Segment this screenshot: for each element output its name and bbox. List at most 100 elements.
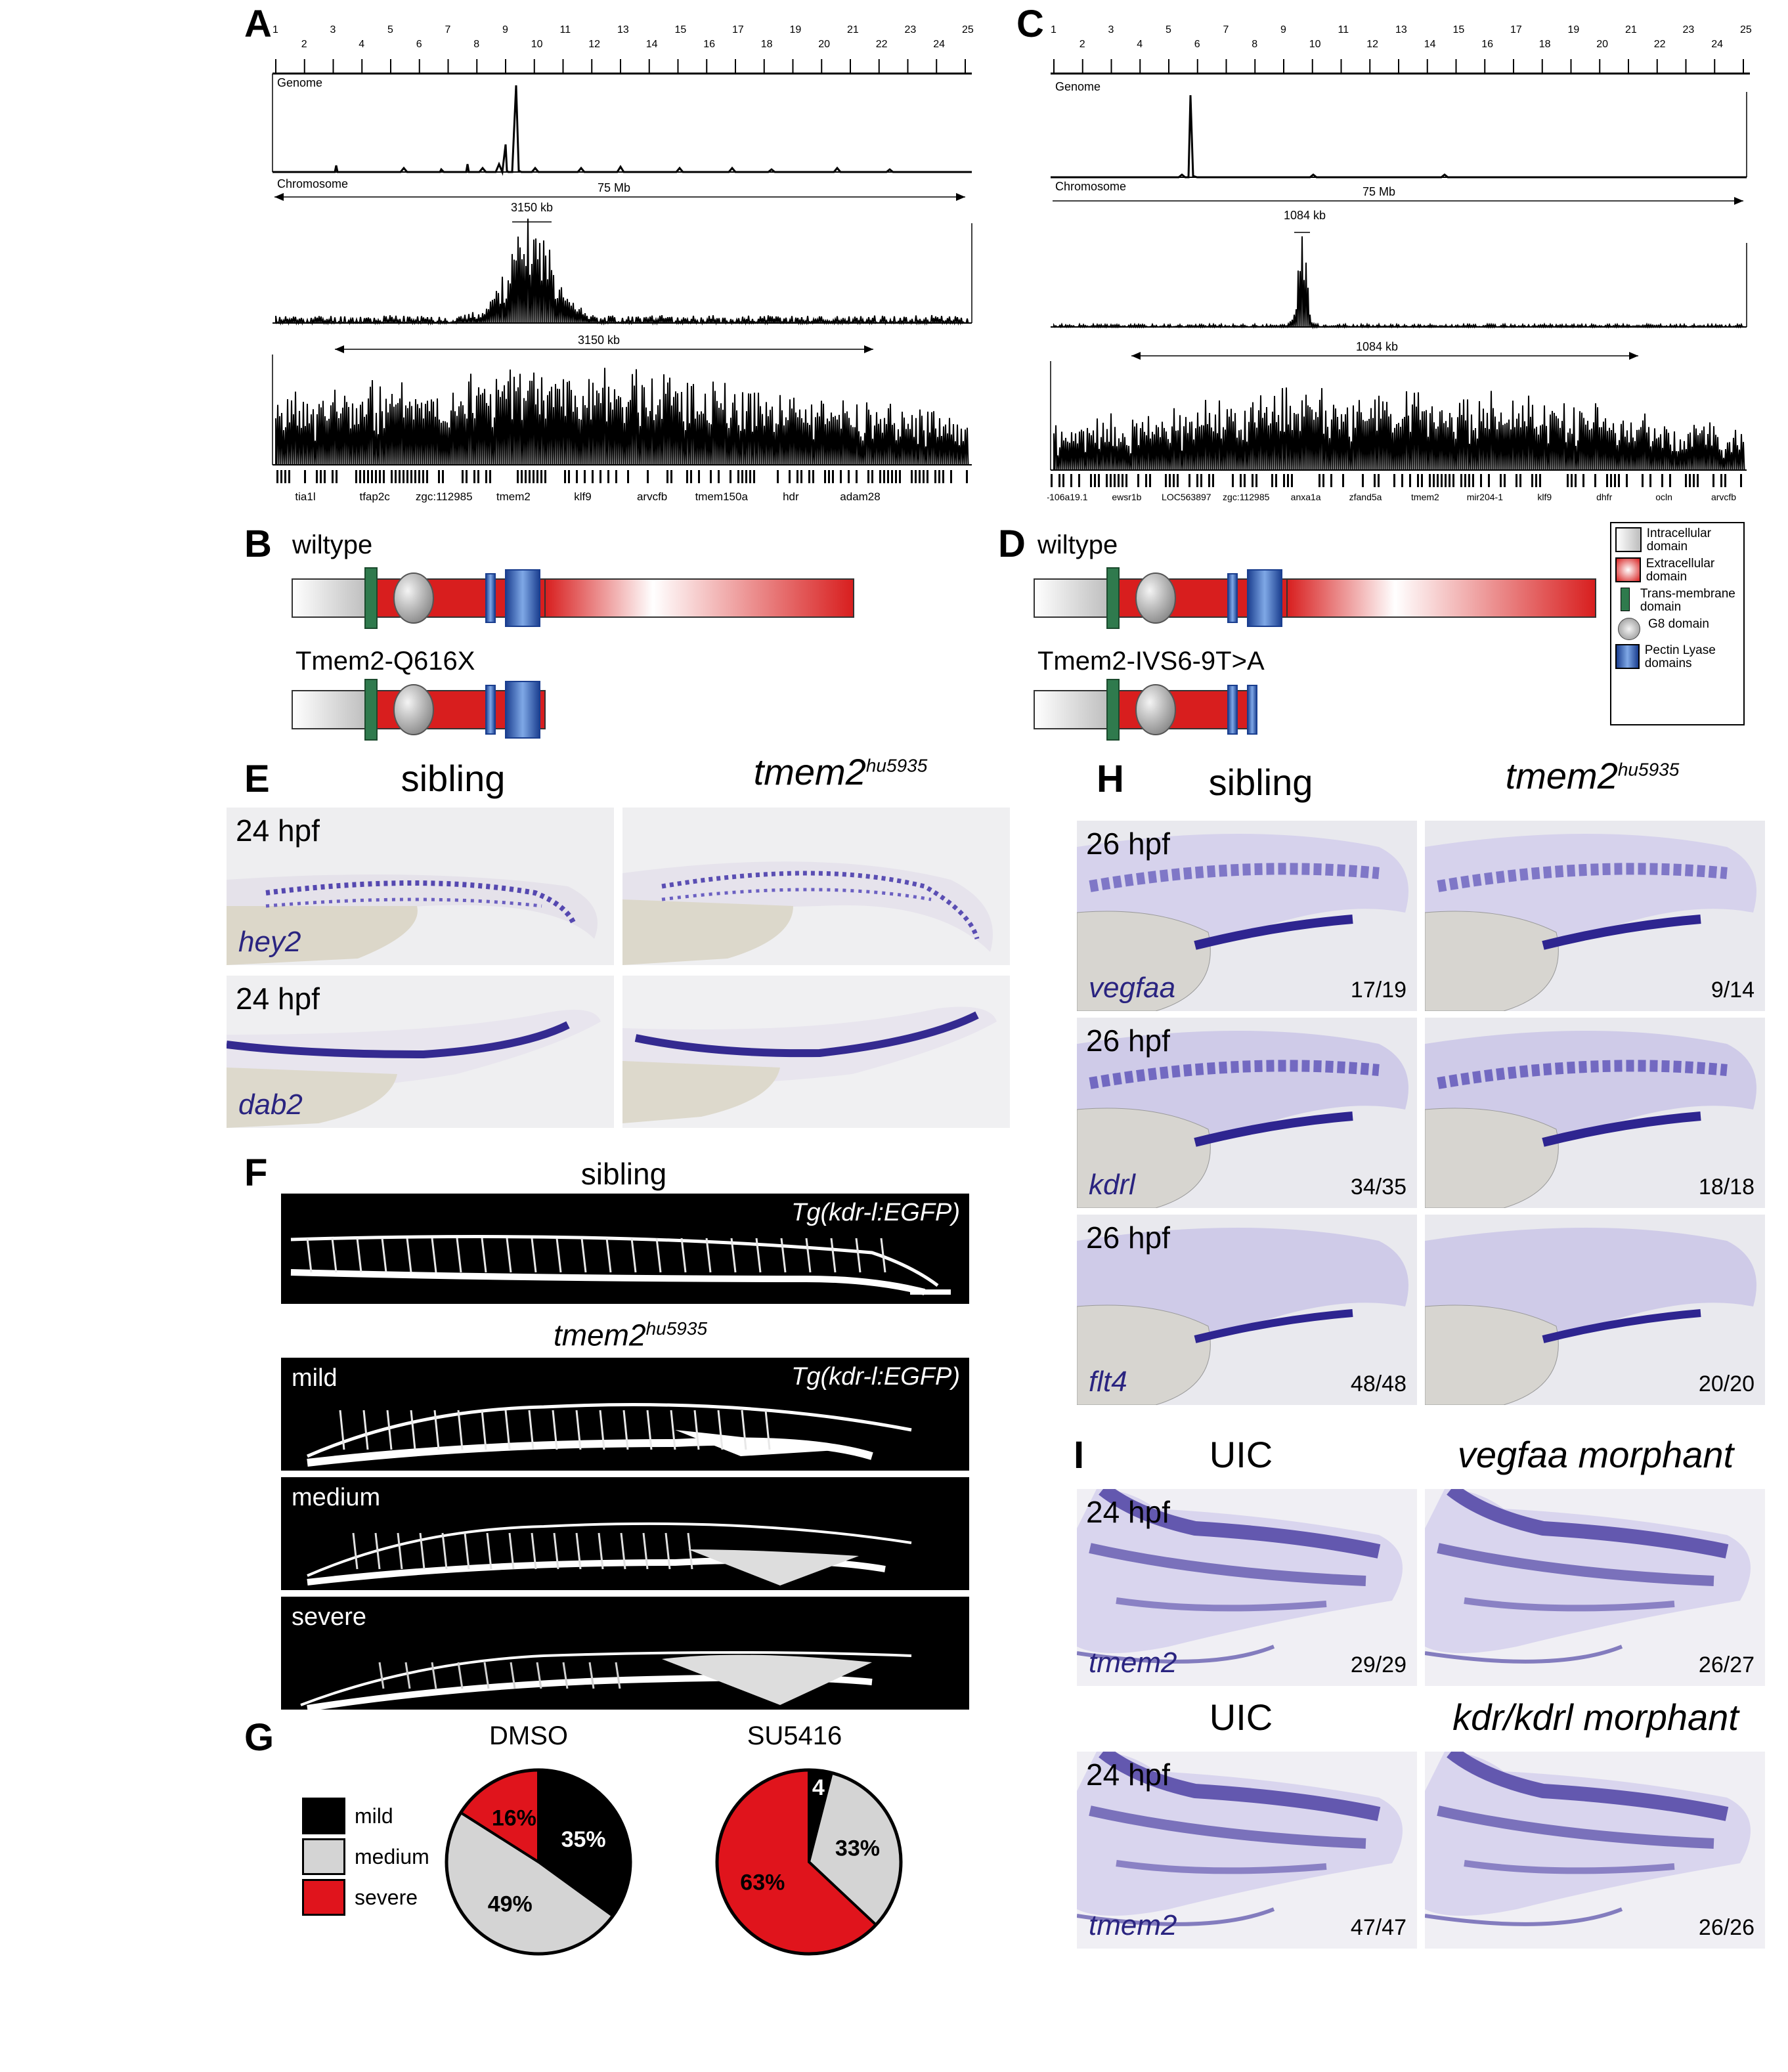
legend-severe: severe bbox=[302, 1879, 429, 1916]
tick-label: 3 bbox=[330, 24, 336, 35]
embryo-image bbox=[1425, 1031, 1756, 1208]
zoom-span-label: 3150 kb bbox=[511, 201, 553, 214]
panel-label-D: D bbox=[998, 523, 1026, 565]
vasculature-image bbox=[307, 1522, 912, 1586]
ish-I-mo-0: 26/27 bbox=[1425, 1489, 1765, 1686]
ish-H-sib-flt4: 26 hpf flt4 48/48 bbox=[1077, 1215, 1417, 1405]
gene-annotation-track bbox=[276, 470, 968, 483]
tick-label: 12 bbox=[588, 39, 600, 50]
tick-label: 19 bbox=[1568, 24, 1580, 35]
embryo-image bbox=[622, 861, 993, 965]
pectin-lyase-domain-truncated bbox=[1247, 685, 1257, 735]
ish-H-mut-vegfaa: 9/14 bbox=[1425, 821, 1765, 1011]
tick-label: 5 bbox=[387, 24, 393, 35]
genome-label: Genome bbox=[1055, 80, 1101, 93]
fluorescence-medium: medium bbox=[281, 1477, 969, 1590]
pectin-lyase-domain-2 bbox=[1247, 569, 1282, 627]
gene-annotation-track bbox=[1051, 474, 1742, 487]
tick-label: 23 bbox=[905, 24, 917, 35]
stage-label: 24 hpf bbox=[1086, 1758, 1170, 1792]
stage-label: 24 hpf bbox=[236, 813, 320, 848]
fluorescence-sibling: Tg(kdr-l:EGFP) bbox=[281, 1194, 969, 1304]
tick-label: 11 bbox=[560, 24, 571, 35]
ish-I-uic-1: 24 hpf tmem2 47/47 bbox=[1077, 1752, 1417, 1949]
stage-label: 26 hpf bbox=[1086, 1220, 1170, 1255]
tick-label: 2 bbox=[1079, 39, 1085, 50]
tick-label: 24 bbox=[933, 39, 945, 50]
tick-label: 25 bbox=[1740, 24, 1752, 35]
embryo-image bbox=[622, 1006, 997, 1123]
scale-bar bbox=[910, 1289, 951, 1295]
tick-label: 7 bbox=[445, 24, 451, 35]
chromosome-tick-labels: 1234567891011121314151617181920212223242… bbox=[1051, 24, 1752, 50]
embryo-image bbox=[227, 874, 598, 965]
gene-label: hdr bbox=[783, 490, 799, 503]
detail-span-label: 1084 kb bbox=[1356, 340, 1398, 353]
transgene-label: Tg(kdr-l:EGFP) bbox=[791, 1199, 960, 1226]
class-label: medium bbox=[292, 1484, 381, 1511]
embryo-count: 9/14 bbox=[1711, 978, 1755, 1003]
intracellular-domain bbox=[1034, 690, 1110, 729]
I-uic-header-1: UIC bbox=[1209, 1434, 1273, 1475]
stage-label: 26 hpf bbox=[1086, 1024, 1170, 1058]
transmembrane-domain bbox=[364, 567, 378, 629]
E-sibling-header: sibling bbox=[401, 758, 506, 799]
tick-label: 18 bbox=[1539, 39, 1551, 50]
gene-label: tmem2 bbox=[496, 490, 531, 503]
g8-domain bbox=[1135, 572, 1176, 624]
gene-label: adam28 bbox=[840, 490, 880, 503]
mutant-label-B: Tmem2-Q616X bbox=[295, 647, 475, 676]
I-uic-header-2: UIC bbox=[1209, 1696, 1273, 1738]
gene-label: zgc:112985 bbox=[416, 490, 473, 503]
tick-label: 11 bbox=[1338, 24, 1349, 35]
class-label: severe bbox=[292, 1603, 367, 1631]
embryo-image bbox=[1077, 834, 1408, 1011]
embryo-count: 47/47 bbox=[1350, 1915, 1406, 1940]
embryo-count: 20/20 bbox=[1698, 1371, 1755, 1396]
chromosome-track-peaks bbox=[275, 219, 969, 326]
zoom-span-label: 1084 kb bbox=[1284, 209, 1326, 222]
pectin-lyase-domain-2 bbox=[505, 569, 540, 627]
mapping-panel-C: 1234567891011121314151617181920212223242… bbox=[1047, 24, 1752, 502]
embryo-image bbox=[1077, 1752, 1403, 1926]
genome-track-peaks bbox=[1051, 95, 1747, 179]
pectin-lyase-domain-1 bbox=[1227, 573, 1238, 623]
tick-label: 6 bbox=[1194, 39, 1200, 50]
pie-label: 63% bbox=[740, 1870, 785, 1895]
tick-label: 23 bbox=[1683, 24, 1695, 35]
detail-track-peaks bbox=[1053, 387, 1745, 471]
embryo-count: 29/29 bbox=[1350, 1652, 1406, 1677]
gene-label: tmem2 bbox=[1089, 1647, 1177, 1679]
tick-label: 14 bbox=[1424, 39, 1436, 50]
chromosome-tick-axis bbox=[1053, 59, 1744, 74]
wildtype-label-B: wiltype bbox=[292, 530, 373, 559]
stage-label: 24 hpf bbox=[236, 982, 320, 1016]
pie-label: 16% bbox=[492, 1806, 536, 1831]
g8-domain bbox=[393, 684, 434, 735]
gene-label: mir204-1 bbox=[1467, 492, 1503, 502]
pie-chart-dmso: 35% 49% 16% bbox=[445, 1768, 632, 1956]
tick-label: 12 bbox=[1366, 39, 1378, 50]
vasculature-image bbox=[300, 1651, 912, 1710]
panel-label-B: B bbox=[244, 523, 272, 565]
gene-label: vegfaa bbox=[1089, 972, 1176, 1004]
F-sibling-header: sibling bbox=[580, 1157, 667, 1191]
transgene-label: Tg(kdr-l:EGFP) bbox=[791, 1363, 960, 1391]
tick-label: 24 bbox=[1711, 39, 1723, 50]
tick-label: 9 bbox=[502, 24, 508, 35]
embryo-image bbox=[227, 1010, 601, 1128]
ish-I-mo-1: 26/26 bbox=[1425, 1752, 1765, 1949]
intracellular-domain bbox=[292, 690, 368, 729]
legend-item-pl: Pectin Lyase domains bbox=[1615, 644, 1739, 670]
domain-legend: Intracellular domain Extracellular domain… bbox=[1610, 522, 1745, 725]
embryo-count: 26/27 bbox=[1698, 1652, 1755, 1677]
panel-label-G: G bbox=[244, 1716, 274, 1759]
fluorescence-mild: mild Tg(kdr-l:EGFP) bbox=[281, 1358, 969, 1471]
tick-label: 20 bbox=[1596, 39, 1608, 50]
pie-label: 4 bbox=[812, 1775, 825, 1800]
legend-medium: medium bbox=[302, 1838, 429, 1875]
gene-label: dab2 bbox=[238, 1089, 303, 1121]
tick-label: 1 bbox=[273, 24, 278, 35]
gene-label: hey2 bbox=[238, 926, 301, 958]
tick-label: 20 bbox=[818, 39, 830, 50]
